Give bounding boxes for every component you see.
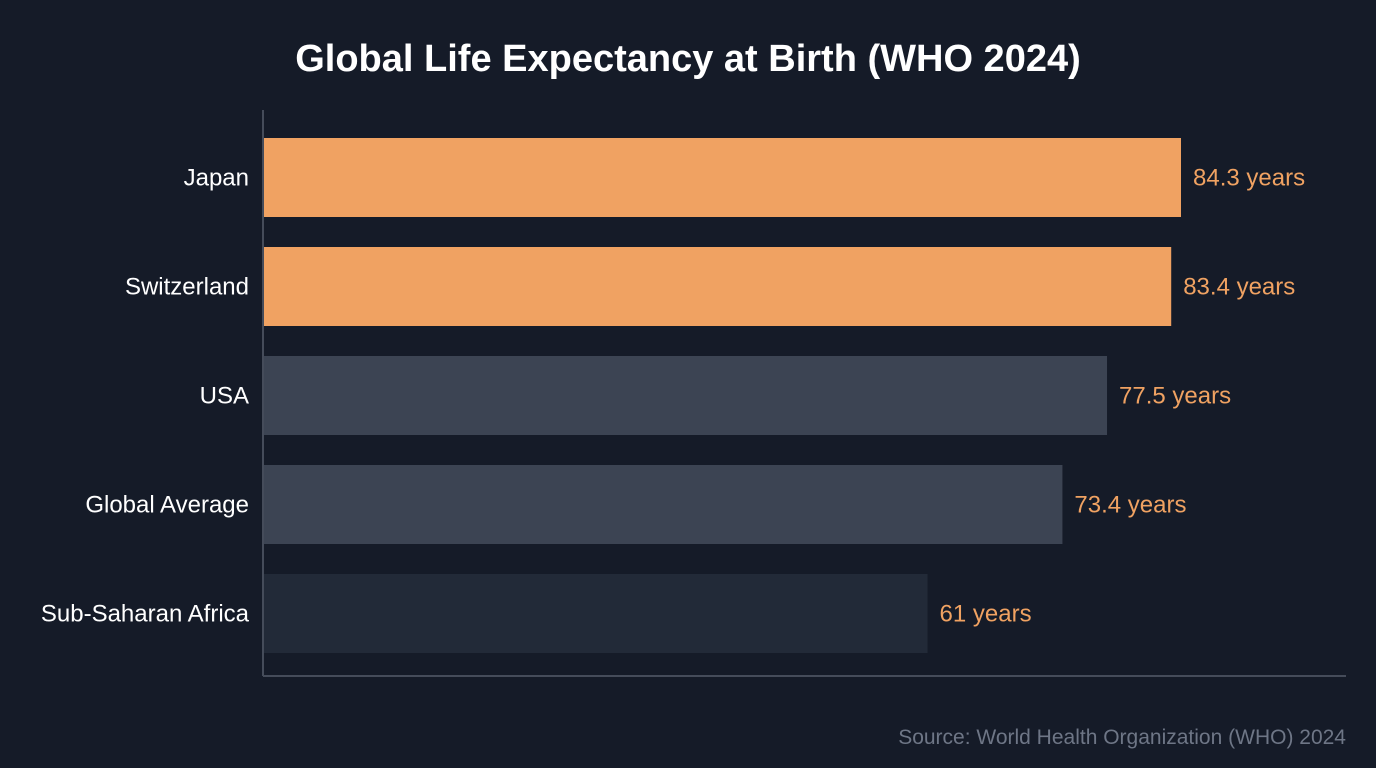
value-label: 77.5 years [1119,383,1231,410]
category-label: USA [200,383,249,410]
value-label: 61 years [940,601,1032,628]
bar [264,574,928,653]
value-label: 83.4 years [1183,274,1295,301]
bar [264,138,1181,217]
bar [264,356,1108,435]
category-label: Sub-Saharan Africa [41,601,250,628]
bar [264,247,1172,326]
value-label: 84.3 years [1193,165,1305,192]
value-label: 73.4 years [1074,492,1186,519]
category-label: Global Average [85,492,249,519]
category-label: Japan [184,165,249,192]
source-note: Source: World Health Organization (WHO) … [898,726,1346,749]
chart-title: Global Life Expectancy at Birth (WHO 202… [295,38,1081,80]
bar [264,465,1063,544]
category-label: Switzerland [125,274,249,301]
